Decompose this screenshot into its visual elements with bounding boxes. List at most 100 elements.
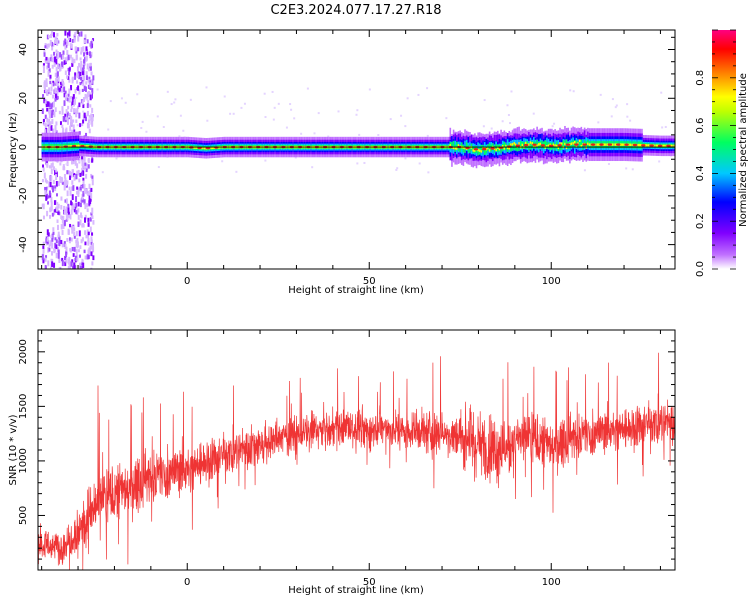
spectrogram-cell (67, 259, 70, 265)
spectrogram-cell (96, 88, 99, 91)
spectrogram-cell (559, 142, 561, 145)
spectrogram-cell (47, 71, 50, 77)
spectrogram-cell (56, 64, 59, 69)
spectrogram-cell (626, 103, 629, 106)
spectrogram-cell (75, 249, 78, 255)
spectrogram-cell (480, 144, 483, 153)
spectrogram-cell (75, 173, 78, 180)
ridge-peak (590, 143, 596, 146)
spectrogram-cell (77, 169, 80, 176)
spectrogram-cell (69, 145, 72, 148)
spectrogram-cell (70, 96, 73, 102)
y-tick-label: 2000 (18, 339, 29, 364)
spectrogram-cell (79, 263, 82, 269)
spectrogram-cell (54, 186, 57, 192)
spectrogram-cell (56, 201, 59, 206)
spectrogram-cell (75, 202, 78, 208)
spectrogram-cell (87, 164, 90, 169)
spectrogram-cell (65, 209, 68, 216)
spectrogram-cell (76, 237, 79, 242)
spectrogram-cell (44, 186, 47, 191)
spectrogram-cell (578, 139, 581, 142)
spectrogram-cell (75, 119, 78, 123)
spectrogram-cell (56, 71, 59, 77)
x-tick-label: 0 (184, 276, 190, 287)
spectrogram-cell (426, 87, 429, 90)
spectrogram-cell (46, 164, 49, 168)
spectrogram-cell (120, 97, 123, 100)
spectrogram-cell (498, 147, 501, 151)
spectrogram-cell (43, 80, 46, 84)
spectrogram-cell (500, 146, 502, 154)
spectrogram-cell (88, 128, 91, 134)
spectrogram-cell (628, 143, 630, 146)
spectrogram-cell (90, 51, 93, 57)
spectrogram-cell (68, 96, 71, 103)
spectrogram-cell (662, 144, 665, 148)
spectrogram-cell (426, 134, 429, 137)
spectrogram-cell (71, 266, 74, 269)
spectrogram-cell (71, 101, 74, 106)
spectrogram-cell (487, 146, 489, 150)
ridge-peak (649, 144, 654, 147)
spectrogram-cell (61, 79, 64, 84)
ridge-peak (666, 144, 671, 148)
spectrogram-cell (70, 43, 73, 49)
spectrogram-y-label: Frequency (Hz) (8, 112, 19, 188)
spectrogram-cell (89, 86, 92, 90)
spectrogram-cell (67, 93, 70, 97)
spectrogram-cell (73, 262, 76, 269)
spectrogram-cell (355, 113, 358, 116)
spectrogram-cell (368, 88, 371, 91)
spectrogram-cell (51, 212, 54, 217)
spectrogram-cell (46, 117, 49, 123)
spectrogram-cell (42, 203, 45, 210)
spectrogram-cell (46, 107, 49, 112)
spectrogram-cell (560, 142, 563, 150)
spectrogram-cell (195, 146, 198, 149)
spectrogram-cell (54, 97, 57, 102)
spectrogram-cell (44, 114, 47, 119)
spectrogram-cell (73, 34, 76, 40)
spectrogram-cell (83, 188, 86, 194)
spectrogram-cell (84, 188, 87, 194)
spectrogram-cell (57, 76, 60, 82)
spectrogram-cell (495, 148, 497, 152)
spectrogram-cell (42, 63, 45, 68)
spectrogram-cell (46, 236, 49, 242)
spectrogram-cell (71, 96, 74, 103)
spectrogram-cell (67, 67, 70, 72)
spectrogram-cell (47, 101, 50, 107)
spectrogram-frame (37, 29, 676, 270)
spectrogram-cell (82, 46, 85, 52)
spectrogram-cell (607, 162, 610, 165)
spectrogram-cell (483, 147, 486, 155)
spectrogram-cell (673, 144, 675, 148)
spectrogram-cell (178, 135, 181, 138)
spectrogram-cell (43, 65, 46, 69)
spectrogram-cell (174, 98, 177, 101)
spectrogram-cell (511, 143, 514, 146)
spectrogram-cell (358, 133, 361, 136)
spectrogram-cell (63, 100, 66, 106)
spectrogram-cell (626, 115, 629, 118)
spectrogram-cell (88, 183, 91, 190)
x-tick-label: 50 (363, 276, 376, 287)
spectrogram-cell (54, 170, 57, 176)
spectrogram-cell (71, 259, 74, 263)
spectrogram-cell (529, 142, 532, 150)
spectrogram-cell (65, 163, 68, 166)
spectrogram-cell (82, 183, 85, 189)
colorbar-tick-label: 0.2 (695, 213, 706, 229)
spectrogram-cell (510, 143, 512, 146)
spectrogram-cell (68, 237, 71, 241)
spectrogram-cell (85, 98, 88, 101)
spectrogram-cell (59, 52, 62, 58)
spectrogram-cell (585, 146, 588, 149)
spectrogram-cell (66, 238, 69, 242)
ridge-peak (549, 144, 554, 148)
spectrogram-cell (83, 164, 86, 169)
spectrogram-cell (54, 168, 57, 171)
spectrogram-cell (86, 110, 89, 116)
spectrogram-cell (47, 62, 50, 69)
